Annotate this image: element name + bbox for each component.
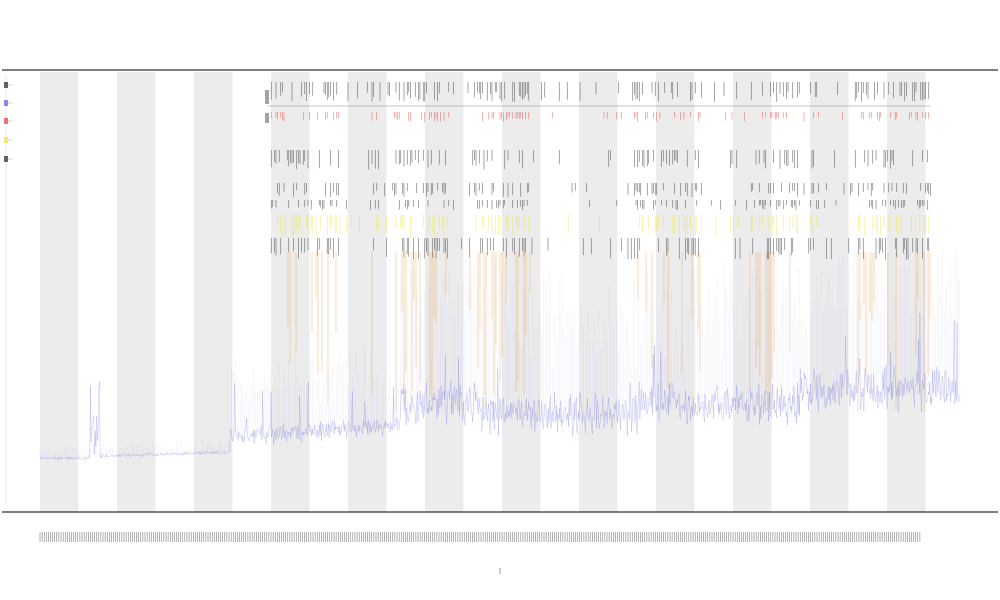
legend-swatch <box>4 137 8 143</box>
legend-swatch <box>4 118 8 124</box>
track-label-mark <box>265 113 269 123</box>
day-band <box>40 72 79 512</box>
day-band <box>656 72 695 512</box>
day-band <box>579 72 618 512</box>
legend-swatch <box>4 82 8 88</box>
day-band <box>733 72 772 512</box>
day-band <box>887 72 926 512</box>
day-band <box>425 72 464 512</box>
day-band <box>348 72 387 512</box>
day-band <box>194 72 233 512</box>
day-band <box>810 72 849 512</box>
signal-line <box>39 312 960 461</box>
legend-swatch <box>4 100 8 106</box>
track-label-mark <box>265 90 269 104</box>
day-band <box>117 72 156 512</box>
legend-swatch <box>4 156 8 162</box>
day-band <box>502 72 541 512</box>
